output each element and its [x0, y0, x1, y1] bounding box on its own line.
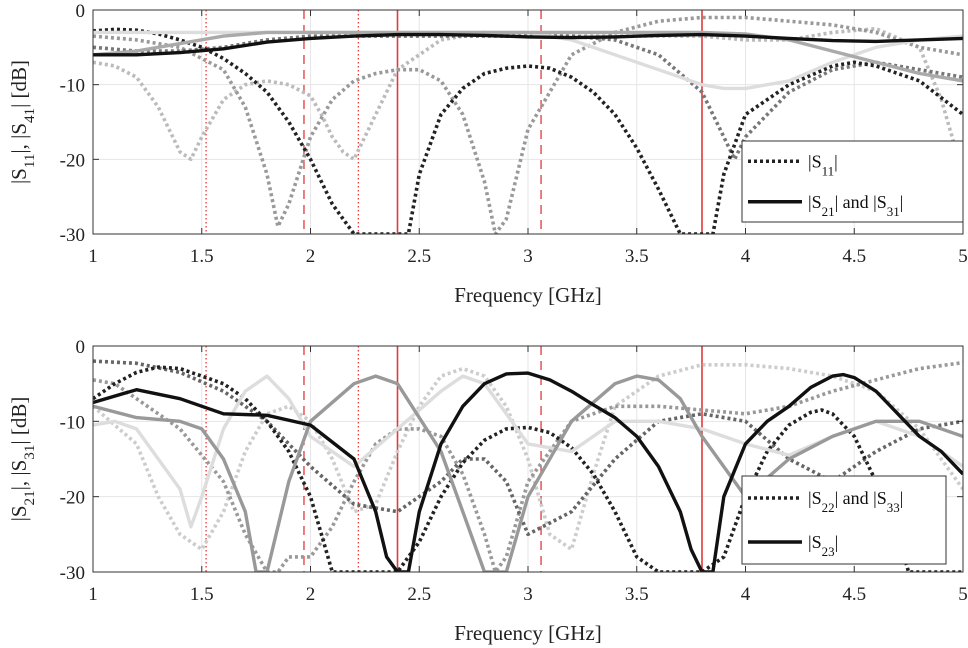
x-tick-label: 2 [306, 246, 316, 267]
legend-entry-label: |S23| [808, 532, 838, 559]
label-text: | [dB] [7, 60, 31, 108]
label-text: | and |S [835, 488, 887, 508]
y-tick-label: -20 [60, 150, 85, 171]
series-line-solid [93, 32, 963, 57]
series-line-dotted [93, 26, 963, 175]
legend-entry-label: |S11| [808, 151, 838, 178]
label-text: |S [808, 488, 822, 508]
label-text: |S [808, 532, 822, 552]
label-text: | [834, 151, 838, 171]
series-line-dotted [93, 34, 963, 162]
legend-entry-label: |S21| and |S31| [808, 192, 903, 219]
series-line-dotted [93, 27, 963, 234]
legend: |S22| and |S33||S23| [741, 475, 947, 565]
subscript-text: 21 [822, 203, 835, 218]
bottom-panel: 1 1.5 2 2.5 3 3.5 4 4.5 5 -30 -20 -10 0 Frequency [GH… [7, 337, 968, 645]
subscript-text: 31 [887, 203, 900, 218]
legend-entry-label: |S22| and |S33| [808, 488, 903, 515]
x-tick-label: 4 [741, 246, 751, 267]
series-line-dotted [93, 365, 963, 572]
subscript-text: 11 [822, 163, 834, 178]
label-text: |S [808, 151, 822, 171]
subscript-text: 41 [22, 108, 38, 123]
series-line-dotted [93, 15, 963, 234]
y-tick-label: -30 [60, 225, 85, 246]
x-tick-label: 3 [523, 584, 533, 605]
subscript-text: 21 [22, 490, 38, 505]
y-axis-label: |S11|, |S41| [dB] [7, 60, 38, 184]
label-text: | [900, 488, 904, 508]
y-tick-label: -30 [60, 563, 85, 584]
plot-content [93, 10, 963, 234]
x-tick-label: 1.5 [190, 246, 214, 267]
legend: |S11||S21| and |S31| [741, 140, 964, 223]
series-line-solid [93, 374, 963, 529]
label-text: | and |S [835, 192, 887, 212]
x-tick-label: 3 [523, 246, 533, 267]
x-tick-label: 5 [958, 584, 968, 605]
series-line-solid [93, 30, 963, 83]
x-tick-label: 2.5 [407, 246, 431, 267]
x-tick-label: 3.5 [625, 246, 649, 267]
label-text: |, |S [7, 460, 31, 491]
y-tick-label: 0 [76, 1, 86, 22]
subscript-text: 23 [822, 544, 835, 559]
subscript-text: 22 [822, 500, 835, 515]
subscript-text: 11 [22, 154, 38, 169]
label-text: |S [7, 168, 31, 184]
subscript-text: 31 [22, 445, 38, 460]
series-line-solid [93, 371, 963, 572]
y-axis-label: |S21|, |S31| [dB] [7, 397, 38, 522]
x-tick-label: 4 [741, 584, 751, 605]
x-tick-label: 1.5 [190, 584, 214, 605]
y-tick-label: 0 [76, 337, 86, 358]
x-tick-label: 4.5 [842, 246, 866, 267]
y-tick-label: -10 [60, 412, 85, 433]
series-line-dotted [93, 360, 963, 572]
x-tick-label: 2 [306, 584, 316, 605]
x-axis-label: Frequency [GHz] [454, 283, 602, 307]
label-text: | [900, 192, 904, 212]
x-tick-label: 1 [88, 246, 98, 267]
x-axis-label: Frequency [GHz] [454, 621, 602, 645]
y-tick-label: -10 [60, 76, 85, 97]
x-tick-label: 4.5 [842, 584, 866, 605]
label-text: |S [808, 192, 822, 212]
x-tick-label: 1 [88, 584, 98, 605]
legend-box [741, 475, 947, 565]
label-text: | [835, 532, 839, 552]
x-tick-label: 5 [958, 246, 968, 267]
subscript-text: 33 [887, 500, 900, 515]
top-panel: 1 1.5 2 2.5 3 3.5 4 4.5 5 -30 -20 -10 0 Frequency [GH… [7, 1, 968, 307]
x-tick-label: 3.5 [625, 584, 649, 605]
x-tick-label: 2.5 [407, 584, 431, 605]
legend-box [741, 140, 964, 223]
label-text: | [dB] [7, 397, 31, 445]
label-text: |, |S [7, 123, 31, 154]
series-line-dotted [93, 359, 963, 537]
y-tick-label: -20 [60, 488, 85, 509]
label-text: |S [7, 505, 31, 521]
